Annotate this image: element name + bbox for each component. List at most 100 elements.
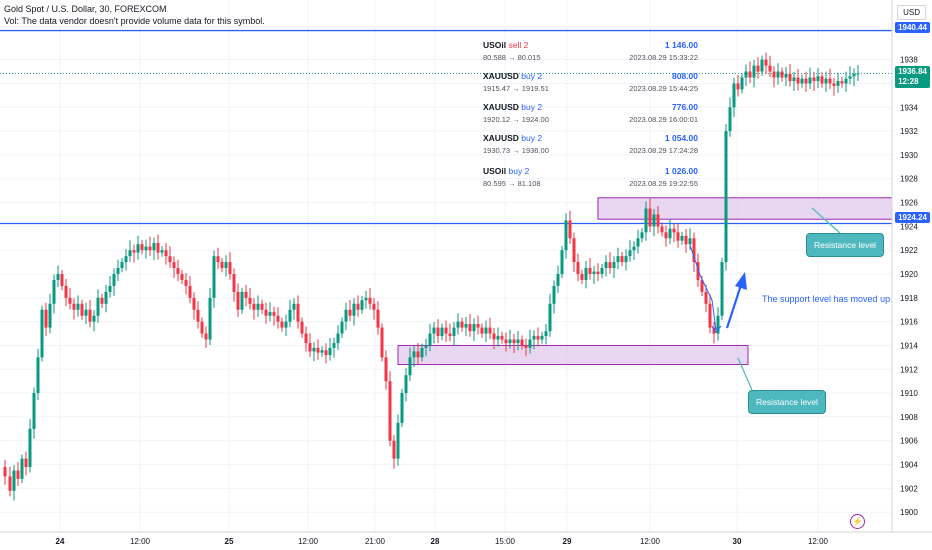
trade-item[interactable]: XAUUSD buy 2 1 054.00 1930.73 → 1936.00 … bbox=[483, 133, 698, 161]
support-note[interactable]: The support level has moved up bbox=[762, 294, 891, 304]
candle-body bbox=[104, 291, 108, 304]
candle-body bbox=[448, 333, 452, 336]
trade-item[interactable]: USOil sell 2 1 146.00 80.588 → 80.015 20… bbox=[483, 40, 698, 68]
trade-symbol: XAUUSD buy 2 bbox=[483, 71, 543, 81]
candle-body bbox=[752, 65, 756, 78]
candle-body bbox=[500, 335, 504, 340]
candle-body bbox=[812, 77, 816, 82]
candle-body bbox=[548, 303, 552, 332]
candle-body bbox=[508, 339, 512, 344]
candle-body bbox=[848, 76, 852, 79]
trade-date: 2023.08.29 19:22:55 bbox=[629, 179, 698, 188]
candle-body bbox=[92, 315, 96, 322]
arrows bbox=[689, 207, 841, 391]
candle-body bbox=[544, 331, 548, 336]
candle-body bbox=[136, 244, 140, 253]
candle-body bbox=[568, 220, 572, 239]
candle-body bbox=[180, 274, 184, 280]
candle-body bbox=[736, 83, 740, 90]
candle-body bbox=[620, 256, 624, 263]
candle-body bbox=[840, 81, 844, 84]
candle-body bbox=[116, 268, 120, 275]
lightning-icon[interactable]: ⚡ bbox=[850, 514, 865, 529]
candle-body bbox=[524, 345, 528, 348]
candle-body bbox=[408, 357, 412, 376]
candle-body bbox=[288, 309, 292, 322]
candle-body bbox=[328, 347, 332, 355]
candle-body bbox=[496, 335, 500, 340]
time-tick-label: 12:00 bbox=[808, 537, 829, 546]
candle-body bbox=[476, 324, 480, 328]
candle-body bbox=[224, 262, 228, 269]
candle-body bbox=[784, 73, 788, 78]
candle-body bbox=[268, 312, 272, 316]
candle-body bbox=[132, 250, 136, 253]
candle-body bbox=[556, 274, 560, 286]
resistance-callout-lower[interactable]: Resistance level bbox=[748, 390, 826, 414]
candle-body bbox=[660, 226, 664, 233]
time-tick-label: 28 bbox=[431, 537, 440, 546]
price-tick-label: 1928 bbox=[900, 175, 918, 184]
candle-body bbox=[612, 262, 616, 269]
trade-symbol: USOil sell 2 bbox=[483, 40, 529, 50]
candle-body bbox=[728, 107, 732, 132]
candle-body bbox=[16, 470, 20, 479]
candle-body bbox=[344, 309, 348, 322]
candle-body bbox=[836, 81, 840, 86]
candle-body bbox=[352, 303, 356, 316]
candle-body bbox=[264, 309, 268, 316]
candle-body bbox=[260, 303, 264, 310]
candle-body bbox=[688, 238, 692, 245]
candle-body bbox=[384, 357, 388, 382]
trade-item[interactable]: XAUUSD buy 2 776.00 1920.12 → 1924.00 20… bbox=[483, 102, 698, 130]
candle-body bbox=[320, 350, 324, 353]
candle-body bbox=[248, 297, 252, 304]
countdown: 12:28 bbox=[898, 77, 919, 86]
candle-body bbox=[156, 243, 160, 253]
candle-body bbox=[700, 279, 704, 292]
candle-body bbox=[276, 315, 280, 322]
candle-body bbox=[376, 309, 380, 328]
trade-item[interactable]: USOil buy 2 1 026.00 80.595 → 81.108 202… bbox=[483, 166, 698, 194]
candle-body bbox=[12, 470, 16, 491]
resistance-callout-upper[interactable]: Resistance level bbox=[806, 233, 884, 257]
candle-body bbox=[128, 250, 132, 257]
candle-body bbox=[20, 458, 24, 479]
candle-body bbox=[768, 65, 772, 72]
candle-body bbox=[360, 300, 364, 310]
currency-button[interactable]: USD bbox=[897, 5, 926, 20]
trade-amount: 1 026.00 bbox=[664, 166, 698, 176]
candle-body bbox=[680, 235, 684, 241]
time-tick-label: 12:00 bbox=[298, 537, 319, 546]
time-tick-label: 21:00 bbox=[365, 537, 386, 546]
zone-upper bbox=[597, 197, 893, 220]
candle-body bbox=[176, 268, 180, 275]
price-tick-label: 1922 bbox=[900, 246, 918, 255]
candle-body bbox=[152, 243, 156, 251]
candle-body bbox=[472, 324, 476, 332]
candle-body bbox=[720, 262, 724, 316]
candle-body bbox=[420, 347, 424, 358]
time-tick-label: 24 bbox=[56, 537, 65, 546]
candle-body bbox=[640, 232, 644, 239]
candle-body bbox=[440, 327, 444, 336]
candle-body bbox=[780, 71, 784, 78]
price-tick-label: 1900 bbox=[900, 508, 918, 517]
candle-body bbox=[244, 291, 248, 298]
candle-body bbox=[160, 250, 164, 253]
price-tick-label: 1904 bbox=[900, 461, 918, 470]
candle-body bbox=[240, 291, 244, 310]
trade-item[interactable]: XAUUSD buy 2 808.00 1915.47 → 1919.51 20… bbox=[483, 71, 698, 99]
candle-body bbox=[8, 476, 12, 491]
candle-body bbox=[312, 347, 316, 352]
candle-body bbox=[204, 333, 208, 340]
candle-body bbox=[76, 303, 80, 310]
candle-body bbox=[392, 440, 396, 459]
candle-body bbox=[212, 256, 216, 298]
trade-amount: 776.00 bbox=[672, 102, 698, 112]
candle-body bbox=[36, 357, 40, 394]
candle-body bbox=[48, 303, 52, 328]
candle-body bbox=[28, 428, 32, 467]
candle-body bbox=[208, 297, 212, 340]
